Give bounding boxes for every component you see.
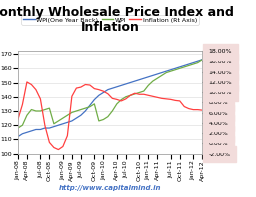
- Legend: WPI(One Year Back), WPI, Inflation (Rt Axis): WPI(One Year Back), WPI, Inflation (Rt A…: [22, 15, 199, 25]
- Text: Monthly Wholesale Price Index and
Inflation: Monthly Wholesale Price Index and Inflat…: [0, 6, 233, 34]
- Text: http://www.capitalmind.in: http://www.capitalmind.in: [59, 185, 161, 191]
